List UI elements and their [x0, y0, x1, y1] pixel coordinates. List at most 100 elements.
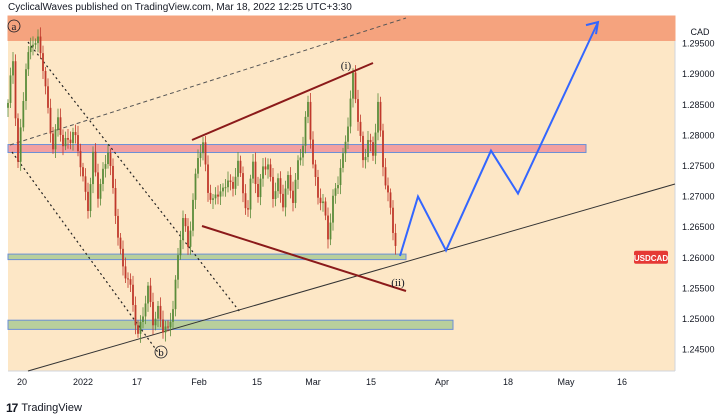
candle-body [79, 151, 82, 168]
candle-body [9, 75, 12, 103]
candle-body [74, 132, 77, 136]
candle-body [137, 325, 139, 334]
candle-body [244, 193, 247, 209]
candle-body [59, 117, 62, 135]
x-tick-label: Mar [305, 377, 321, 387]
candle-body [54, 129, 57, 150]
candle-body [207, 164, 209, 193]
candle-body [379, 101, 382, 131]
candle-body [69, 139, 72, 143]
candle-body [19, 127, 22, 162]
price-axis [675, 16, 720, 371]
y-tick-label: 1.29000 [682, 69, 715, 79]
candle-body [169, 321, 172, 328]
x-tick-label: Feb [191, 377, 207, 387]
candle-body [217, 194, 219, 197]
candle-body [7, 102, 9, 108]
candle-body [12, 61, 14, 76]
candle-body [22, 100, 25, 128]
candle-body [294, 179, 297, 203]
candle-body [352, 72, 354, 99]
x-tick-label: 15 [252, 377, 262, 387]
candle-body [372, 142, 374, 156]
candle-body [154, 318, 157, 326]
footer-brand: TradingView [21, 402, 82, 414]
plot-background [8, 16, 675, 371]
candle-body [389, 192, 392, 208]
candle-body [354, 72, 357, 100]
x-tick-label: 15 [366, 377, 376, 387]
candle-body [184, 218, 187, 227]
candle-body [94, 151, 97, 173]
tradingview-logo-icon: 17 [6, 401, 18, 415]
candle-body [92, 151, 94, 185]
candle-body [39, 36, 42, 54]
candle-body [162, 319, 164, 333]
candle-body [317, 176, 319, 198]
candle-body [114, 187, 117, 216]
candle-body [367, 139, 369, 158]
candle-body [344, 141, 347, 154]
wave-label-2: (i) [341, 60, 352, 72]
support-trendline [27, 183, 676, 372]
candle-body [329, 222, 332, 240]
candle-body [129, 279, 132, 285]
candle-body [82, 167, 84, 177]
candle-body [364, 157, 367, 161]
y-tick-label: 1.26500 [682, 222, 715, 232]
candle-body [274, 191, 277, 199]
candle-body [77, 135, 79, 152]
candle-body [242, 173, 244, 194]
candle-body [142, 316, 144, 323]
candle-body [67, 137, 69, 140]
candle-body [44, 70, 47, 87]
candle-body [104, 164, 107, 169]
candle-body [97, 172, 99, 199]
footer: 17 TradingView [6, 401, 82, 415]
y-tick-label: 1.26000 [682, 253, 715, 263]
candle-body [177, 255, 179, 280]
candle-body [199, 153, 202, 159]
candle-body [187, 226, 189, 247]
candle-body [342, 153, 344, 168]
symbol-badge[interactable] [634, 250, 668, 264]
candle-body [349, 98, 352, 127]
candle-body [144, 303, 147, 317]
candle-body [392, 207, 394, 233]
triangle-lower-line [201, 225, 407, 292]
x-tick-label: 18 [503, 377, 513, 387]
candle-body [17, 118, 19, 162]
x-tick-label: 16 [617, 377, 627, 387]
candle-body [272, 176, 274, 199]
candle-body [52, 133, 54, 150]
triangle-upper-line [191, 62, 374, 141]
candle-body [362, 135, 364, 161]
candle-body [212, 198, 214, 200]
zone-support-1 [7, 253, 407, 261]
time-axis [8, 371, 675, 393]
candle-body [189, 230, 192, 247]
candle-body [192, 199, 194, 231]
candle-body [237, 160, 239, 177]
candle-body [394, 232, 397, 246]
candle-body [302, 145, 304, 158]
candle-body [57, 117, 59, 130]
candle-body [297, 160, 299, 180]
candle-body [277, 178, 279, 192]
candle-body [47, 86, 49, 108]
candle-body [167, 326, 169, 328]
candle-body [37, 36, 39, 44]
candle-body [327, 215, 329, 240]
candle-body [64, 137, 67, 147]
candle-body [152, 301, 154, 326]
wave-label-3: (ii) [391, 277, 405, 289]
candle-body [42, 53, 44, 71]
y-tick-label: 1.28000 [682, 130, 715, 140]
candle-body [219, 191, 222, 197]
candle-body [322, 201, 324, 204]
candle-body [387, 185, 389, 193]
candle-body [127, 278, 129, 280]
candle-body [117, 215, 119, 238]
candle-body [254, 161, 257, 184]
